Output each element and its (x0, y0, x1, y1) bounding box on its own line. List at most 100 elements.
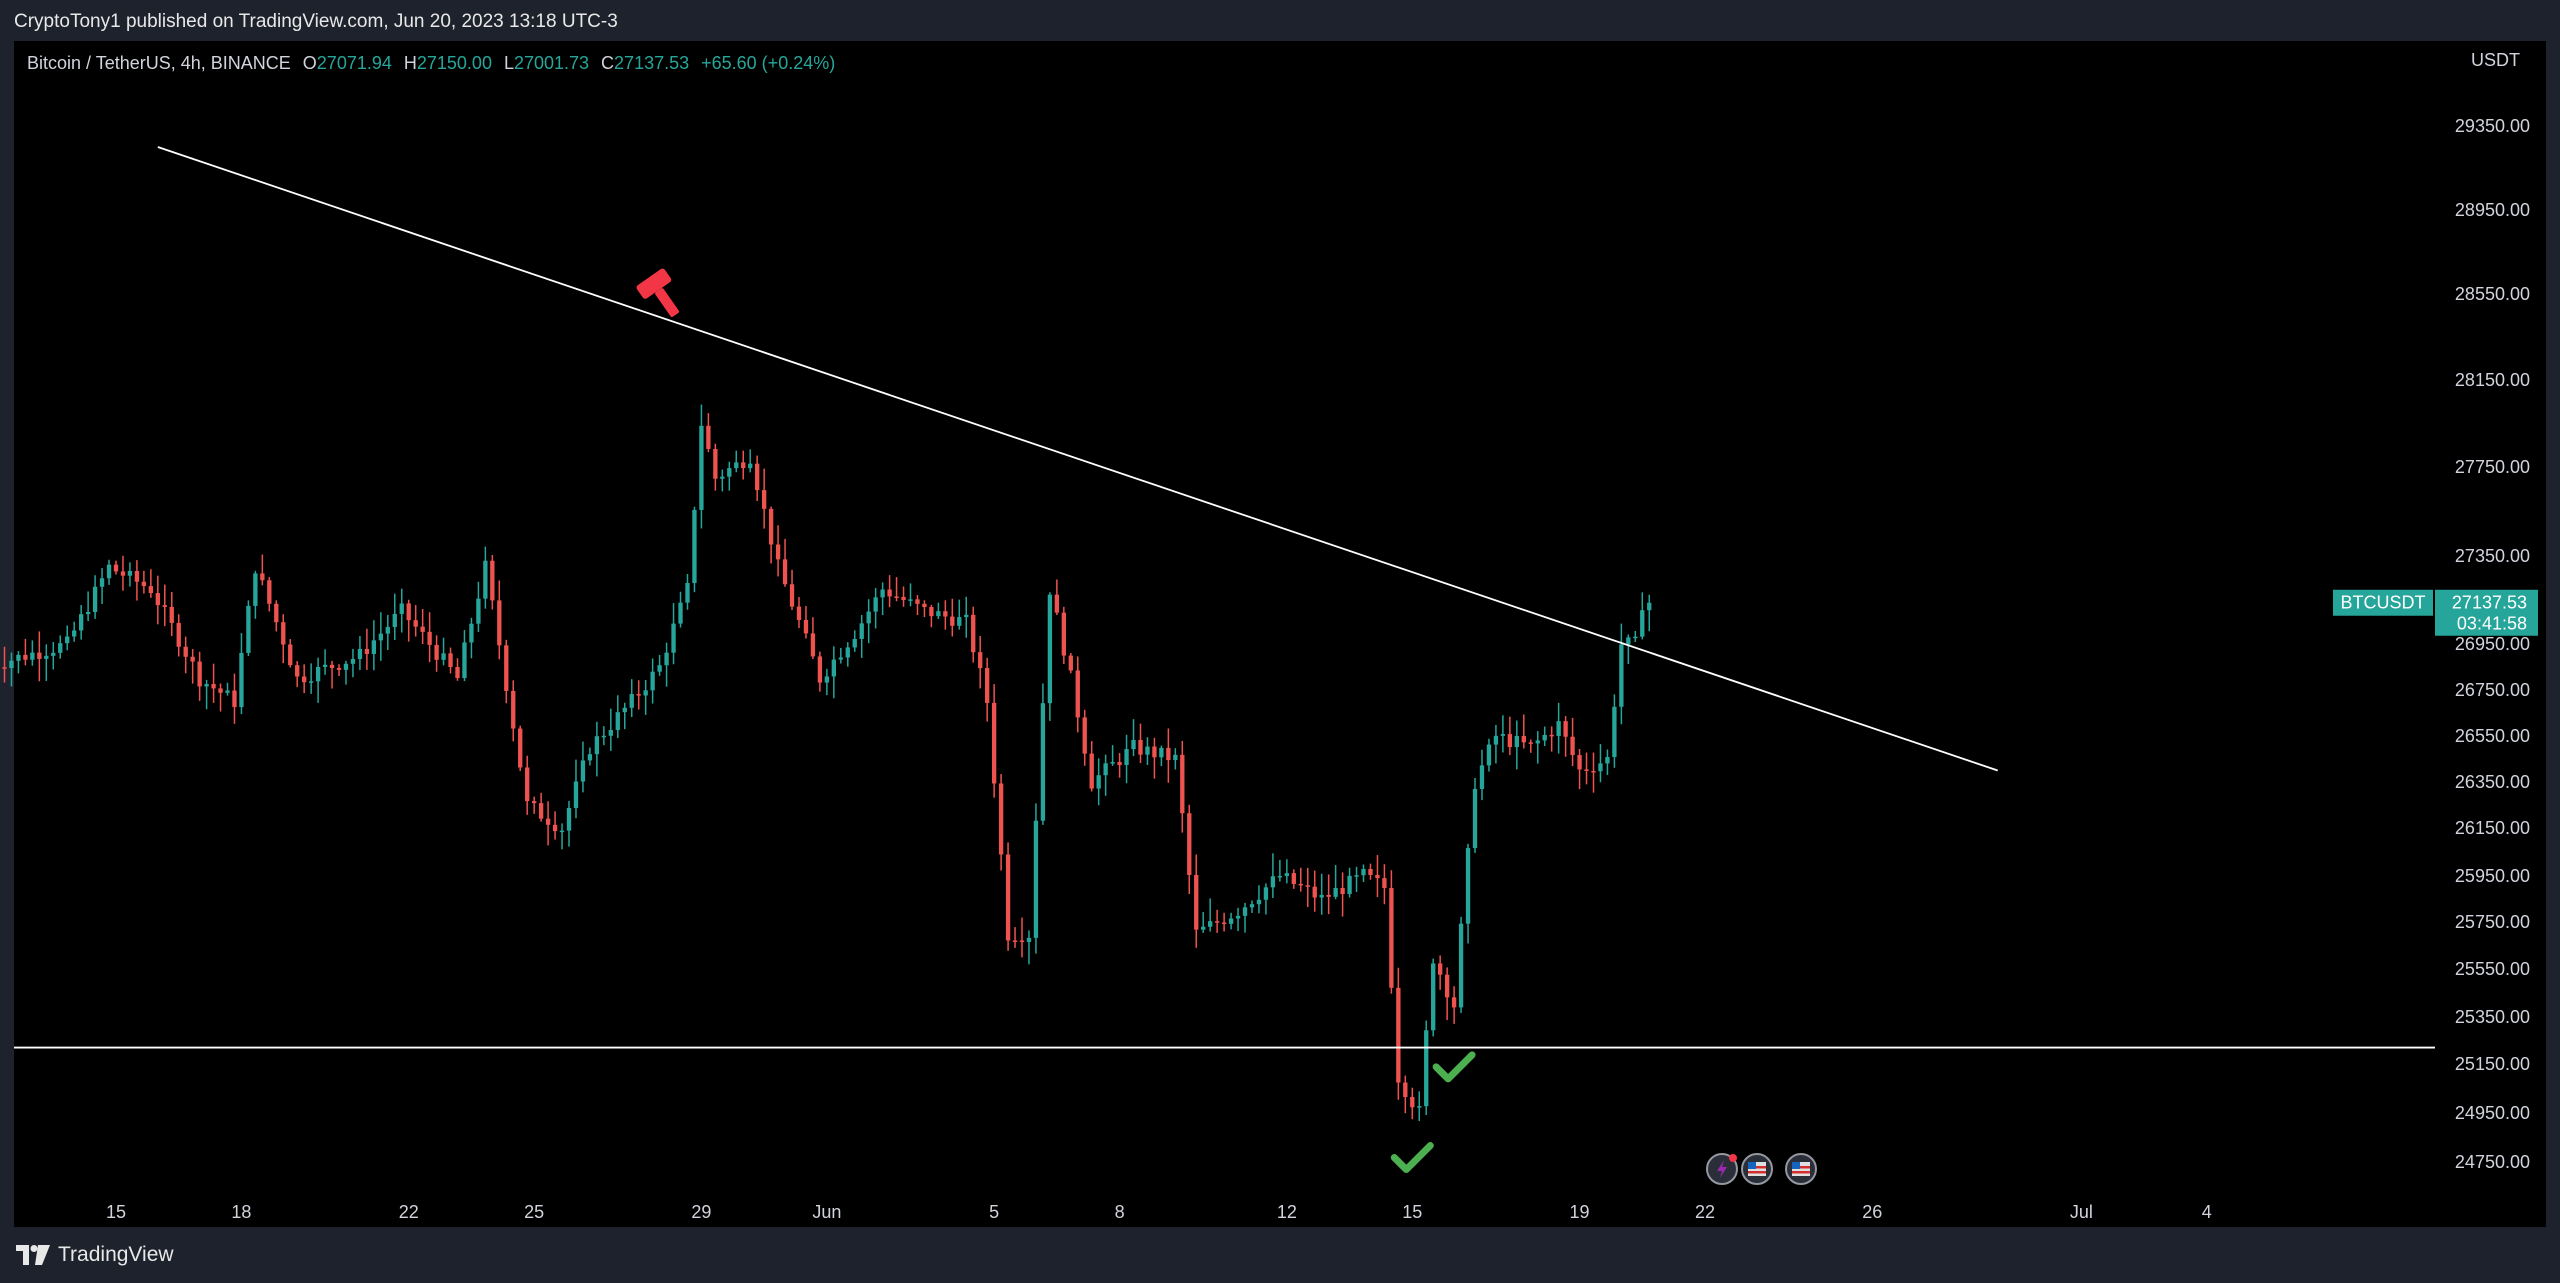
candle (622, 702, 627, 730)
close-value: 27137.53 (614, 53, 690, 73)
earnings-event-icon[interactable] (1706, 1153, 1738, 1185)
price-tick: 25150.00 (2455, 1054, 2530, 1074)
candle (957, 599, 962, 630)
candle (162, 584, 167, 627)
candle (587, 747, 593, 766)
candle (1472, 777, 1478, 853)
candle (308, 663, 314, 694)
candle (78, 604, 84, 640)
candle (1326, 874, 1331, 915)
economic-event-icon[interactable] (1785, 1153, 1817, 1185)
price-tick: 25750.00 (2455, 912, 2530, 932)
date-tick: 22 (399, 1202, 419, 1222)
candle (99, 568, 105, 604)
checkmark-icon (1390, 1142, 1434, 1174)
candle (1598, 744, 1603, 783)
candle (281, 614, 286, 664)
candle (1173, 748, 1178, 770)
candle (1403, 1075, 1408, 1114)
candle (1221, 912, 1227, 932)
candle (525, 755, 530, 815)
candle (678, 591, 683, 628)
candle (1005, 842, 1011, 951)
candle (1214, 909, 1220, 933)
candle (685, 573, 690, 610)
candle (1026, 930, 1032, 965)
candle (197, 651, 202, 701)
candle (1458, 916, 1464, 1013)
candle (866, 599, 871, 644)
date-tick: 5 (989, 1202, 999, 1222)
lines-layer (14, 146, 2435, 1049)
candle (385, 614, 390, 651)
high-value: 27150.00 (416, 53, 492, 73)
candle (148, 569, 154, 598)
candle (267, 577, 272, 612)
candle (371, 620, 377, 671)
candle (692, 506, 697, 593)
economic-event-icon[interactable] (1741, 1153, 1773, 1185)
candle (1486, 738, 1492, 772)
candle (127, 562, 133, 587)
candle (545, 801, 551, 846)
candle (1256, 885, 1262, 914)
open-label: O (302, 53, 317, 73)
candle (720, 469, 725, 492)
candle (1640, 592, 1645, 640)
candle (978, 635, 983, 689)
candle (1124, 734, 1129, 784)
candle (288, 639, 293, 668)
date-tick: 15 (1402, 1202, 1422, 1222)
candle (1535, 731, 1540, 764)
candle (559, 823, 565, 850)
symbol-name[interactable]: Bitcoin / TetherUS, 4h, BINANCE (27, 53, 291, 73)
date-tick: 22 (1695, 1202, 1715, 1222)
candle (204, 679, 209, 710)
candle (908, 583, 913, 607)
descending-trendline[interactable] (157, 146, 1998, 772)
candle (1521, 714, 1526, 749)
candle (1570, 717, 1575, 767)
candle (664, 642, 669, 687)
candle (796, 597, 802, 629)
candle (9, 652, 14, 687)
candle (748, 449, 753, 473)
candle (322, 649, 328, 675)
candle (490, 554, 495, 610)
candles-layer (2, 404, 1652, 1122)
candle (901, 586, 906, 607)
candle (929, 604, 934, 628)
candle (1270, 853, 1276, 898)
candle (1368, 863, 1373, 880)
candle (1201, 912, 1206, 933)
candle (232, 673, 237, 724)
symbol-price-tag[interactable]: BTCUSDT (2333, 589, 2433, 616)
high-label: H (403, 53, 417, 73)
candle (727, 461, 732, 491)
candle (1096, 758, 1101, 806)
candle (1563, 716, 1568, 757)
candle (1591, 752, 1596, 793)
tradingview-logo-icon (16, 1245, 50, 1265)
date-tick: 4 (2202, 1202, 2212, 1222)
candle (971, 606, 976, 663)
tradingview-logo[interactable]: TradingView (16, 1243, 174, 1267)
candle (713, 443, 718, 491)
candle (483, 546, 488, 609)
chart-panel[interactable] (14, 41, 2546, 1227)
candle (1542, 726, 1547, 746)
candle (329, 660, 335, 689)
candle (51, 641, 56, 670)
tradingview-brand: TradingView (58, 1243, 174, 1266)
candle (1089, 741, 1094, 792)
symbol-legend[interactable]: Bitcoin / TetherUS, 4h, BINANCE O27071.94… (27, 53, 835, 74)
candle (755, 455, 760, 501)
candle (1431, 958, 1436, 1037)
candle (1438, 955, 1443, 990)
price-tick: 28150.00 (2455, 370, 2530, 390)
candle (469, 617, 474, 659)
candle (246, 600, 251, 656)
candle (113, 560, 119, 575)
price-tick: 28950.00 (2455, 200, 2530, 220)
